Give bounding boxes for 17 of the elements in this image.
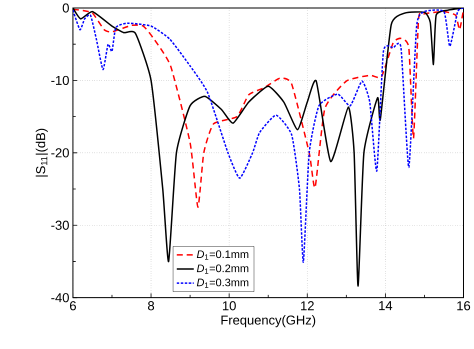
x-tick-label: 16 <box>457 301 470 311</box>
y-tick-label: -20 <box>51 148 69 158</box>
x-tick-label: 12 <box>301 301 314 310</box>
x-tick-label: 6 <box>70 301 76 311</box>
x-tick-label: 10 <box>222 301 236 311</box>
y-axis-title: |S$_{11}$|(dB) <box>36 128 48 177</box>
x-tick-label: 8 <box>148 301 154 311</box>
y-tick-label: -10 <box>51 76 69 86</box>
legend-label: D$_{1}$=0.2mm <box>196 264 248 274</box>
y-tick-label: -30 <box>51 220 69 230</box>
y-tick-label: 0 <box>62 4 69 13</box>
y-tick-label: -40 <box>51 293 69 302</box>
x-tick-label: 14 <box>379 301 392 310</box>
legend-label: D$_{1}$=0.1mm <box>196 250 248 260</box>
x-axis-title: Frequency(GHz) <box>221 315 316 328</box>
line-series <box>72 8 464 208</box>
legend-label: D$_{1}$=0.3mm <box>196 278 248 288</box>
